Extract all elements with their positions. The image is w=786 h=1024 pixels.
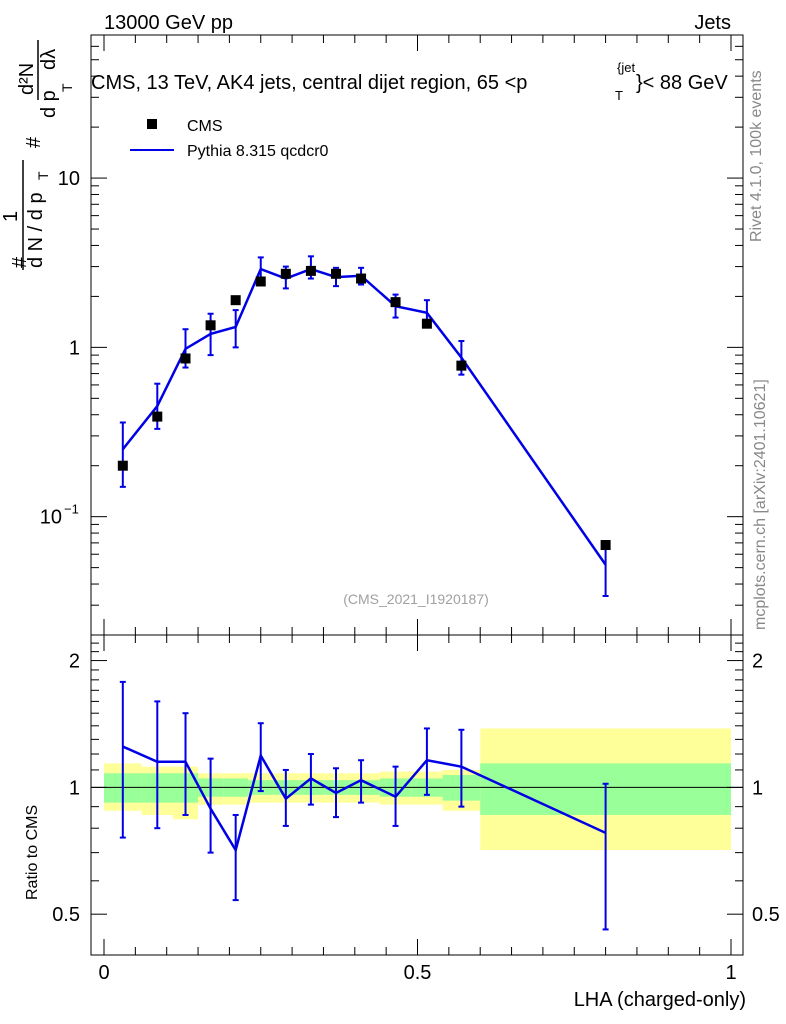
main-ytick-label: 10 bbox=[58, 168, 80, 190]
header-right: Jets bbox=[694, 12, 731, 34]
legend: CMS Pythia 8.315 qcdcr0 bbox=[130, 118, 329, 160]
ratio-line bbox=[122, 745, 607, 854]
data-point bbox=[600, 540, 611, 551]
data-point bbox=[456, 360, 467, 371]
x-axis-label: LHA (charged-only) bbox=[574, 989, 746, 1011]
main-series bbox=[117, 255, 611, 597]
data-point bbox=[330, 268, 341, 279]
data-point bbox=[421, 318, 432, 329]
main-ytick-label-sup: −1 bbox=[64, 502, 79, 517]
ratio-ytick-label-right: 2 bbox=[752, 651, 763, 673]
data-point bbox=[390, 297, 401, 308]
ylabel-hash1: # bbox=[9, 256, 31, 268]
data-point bbox=[356, 273, 367, 284]
data-point bbox=[205, 320, 216, 331]
analysis-tag: (CMS_2021_I1920187) bbox=[343, 591, 489, 607]
data-point bbox=[117, 460, 128, 471]
rivet-label: Rivet 4.1.0, 100k events bbox=[748, 70, 765, 242]
x-tick-label: 0.5 bbox=[404, 962, 432, 984]
ylabel-dN: d N / d p bbox=[25, 192, 47, 268]
legend-label-mc: Pythia 8.315 qcdcr0 bbox=[187, 143, 329, 160]
ylabel-dp: d p bbox=[38, 90, 60, 118]
ylabel-T2: T bbox=[59, 83, 75, 92]
title-main: CMS, 13 TeV, AK4 jets, central dijet reg… bbox=[91, 72, 527, 94]
title-sup: {jet bbox=[617, 60, 635, 75]
data-point bbox=[180, 353, 191, 364]
data-point bbox=[152, 411, 163, 422]
ylabel-one: 1 bbox=[0, 211, 22, 222]
title-sub: T bbox=[615, 88, 623, 103]
x-tick-label: 1 bbox=[725, 962, 736, 984]
ratio-ytick-label-left: 0.5 bbox=[52, 904, 80, 926]
main-ytick-label: 10 bbox=[40, 507, 62, 529]
ratio-ytick-label-right: 0.5 bbox=[752, 904, 780, 926]
mc-line bbox=[121, 267, 607, 566]
ratio-series bbox=[119, 680, 609, 931]
ylabel-dlambda: dλ bbox=[38, 49, 60, 70]
main-y-label: # 1 d N / d p T # d²N d p T dλ bbox=[0, 40, 75, 270]
ratio-bands bbox=[91, 728, 743, 851]
ylabel-T1: T bbox=[35, 171, 51, 180]
title-end: }< 88 GeV bbox=[636, 72, 728, 94]
legend-marker-cms bbox=[147, 119, 157, 129]
ratio-ticks: 0.5 0.5 1 1 2 2 0 0.5 1 bbox=[52, 634, 780, 984]
ratio-ytick-label-right: 1 bbox=[752, 777, 763, 799]
x-tick-label: 0 bbox=[98, 962, 109, 984]
data-point bbox=[305, 265, 316, 276]
ylabel-d2N: d²N bbox=[16, 63, 38, 95]
mcplots-label: mcplots.cern.ch [arXiv:2401.10621] bbox=[752, 379, 769, 630]
header-left: 13000 GeV pp bbox=[104, 12, 233, 34]
ratio-y-label: Ratio to CMS bbox=[24, 805, 41, 900]
ratio-ytick-label-left: 1 bbox=[69, 777, 80, 799]
legend-label-cms: CMS bbox=[187, 118, 223, 135]
data-point bbox=[255, 276, 266, 287]
ratio-ytick-label-left: 2 bbox=[69, 651, 80, 673]
data-point bbox=[230, 295, 241, 306]
ylabel-hash2: # bbox=[23, 136, 45, 148]
data-point bbox=[280, 268, 291, 279]
ratio-frame bbox=[90, 634, 744, 956]
main-ytick-label: 1 bbox=[69, 337, 80, 359]
chart-title: CMS, 13 TeV, AK4 jets, central dijet reg… bbox=[91, 60, 728, 103]
